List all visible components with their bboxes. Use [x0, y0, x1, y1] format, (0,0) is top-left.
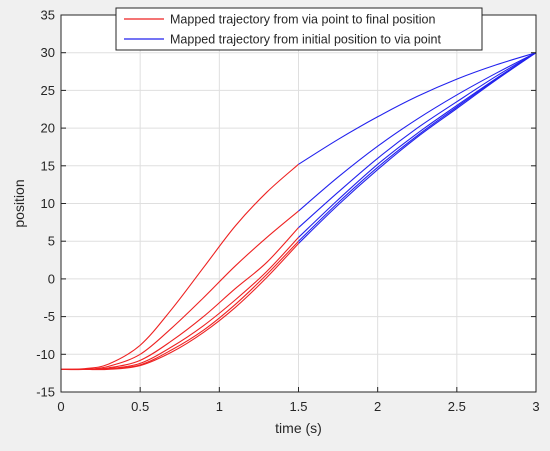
legend: Mapped trajectory from via point to fina…	[115, 7, 483, 51]
y-axis-label: position	[11, 179, 27, 227]
red-trajectory-line-5	[61, 243, 299, 371]
x-axis-label: time (s)	[275, 420, 322, 436]
series-group	[60, 52, 537, 371]
x-tick-label: 2.5	[448, 399, 466, 414]
legend-entry-via-to-final: Mapped trajectory from via point to fina…	[170, 13, 435, 27]
y-tick-label: 5	[48, 234, 55, 249]
x-tick-label: 0.5	[131, 399, 149, 414]
legend-entry-initial-to-via: Mapped trajectory from initial position …	[170, 33, 441, 47]
x-tick-label: 1.5	[289, 399, 307, 414]
x-tick-label: 0	[57, 399, 64, 414]
blue-trajectory-line-9	[298, 52, 537, 238]
y-tick-label: 30	[41, 45, 55, 60]
legend-box	[115, 7, 483, 51]
y-tick-label: 20	[41, 121, 55, 136]
x-tick-label: 3	[532, 399, 539, 414]
y-tick-labels: -15 -10 -5 0 5 10 15 20 25 30 35	[36, 8, 55, 400]
blue-trajectory-line-11	[298, 52, 537, 244]
x-tick-labels: 0 0.5 1 1.5 2 2.5 3	[57, 399, 539, 414]
y-tick-label: -10	[36, 347, 55, 362]
y-tick-label: 10	[41, 196, 55, 211]
x-tick-label: 2	[374, 399, 381, 414]
y-tick-label: 25	[41, 83, 55, 98]
blue-trajectory-line-7	[298, 52, 537, 212]
x-tick-label: 1	[216, 399, 223, 414]
blue-trajectory-line-10	[298, 52, 537, 242]
y-tick-label: 0	[48, 271, 55, 286]
blue-trajectory-line-8	[298, 52, 537, 229]
blue-trajectory-line-6	[298, 52, 537, 165]
y-tick-label: 15	[41, 158, 55, 173]
y-tick-label: 35	[41, 8, 55, 23]
y-tick-label: -15	[36, 385, 55, 400]
y-tick-label: -5	[43, 309, 55, 324]
red-trajectory-line-0	[60, 163, 299, 370]
